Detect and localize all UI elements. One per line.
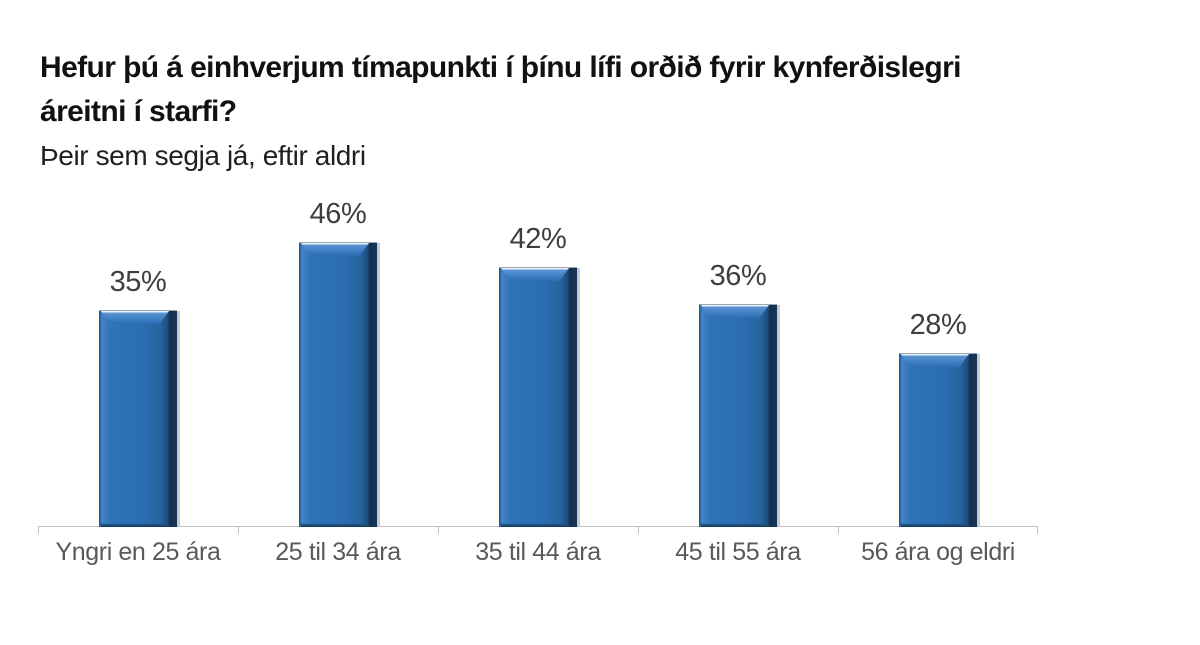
category-label: 56 ára og eldri <box>861 538 1015 566</box>
bar-group-4: 36% <box>699 260 777 527</box>
bar <box>899 354 977 527</box>
title-line-1: Hefur þú á einhverjum tímapunkti í þínu … <box>40 51 961 84</box>
bar-value-label: 35% <box>109 266 167 298</box>
axis-tick <box>238 527 239 534</box>
bar-group-5: 28% <box>899 309 977 527</box>
bar-value-label: 28% <box>909 309 967 341</box>
bar-group-1: 35% <box>99 266 177 527</box>
bar <box>99 311 177 527</box>
bar-value-label: 36% <box>709 260 767 292</box>
bar-value-label: 42% <box>509 223 567 255</box>
title-line-2: áreitni í starfi? <box>40 95 237 128</box>
plot-area: 35% Yngri en 25 ára 46% 25 til 34 ára 42% 35 … <box>38 180 1038 566</box>
category-label: Yngri en 25 ára <box>55 538 221 566</box>
bar-group-3: 42% <box>499 223 577 527</box>
bar <box>499 268 577 527</box>
bar <box>699 305 777 527</box>
bar <box>299 243 377 527</box>
axis-tick <box>638 527 639 534</box>
bar-value-label: 46% <box>309 198 367 230</box>
axis-tick <box>438 527 439 534</box>
bar-group-2: 46% <box>299 198 377 527</box>
category-label: 45 til 55 ára <box>675 538 801 566</box>
chart-title: Hefur þú á einhverjum tímapunkti í þínu … <box>40 46 961 134</box>
axis-tick <box>838 527 839 534</box>
category-label: 35 til 44 ára <box>475 538 601 566</box>
chart-subtitle: Þeir sem segja já, eftir aldri <box>40 140 366 171</box>
category-label: 25 til 34 ára <box>275 538 401 566</box>
axis-tick <box>1037 527 1038 534</box>
axis-tick <box>38 527 39 534</box>
